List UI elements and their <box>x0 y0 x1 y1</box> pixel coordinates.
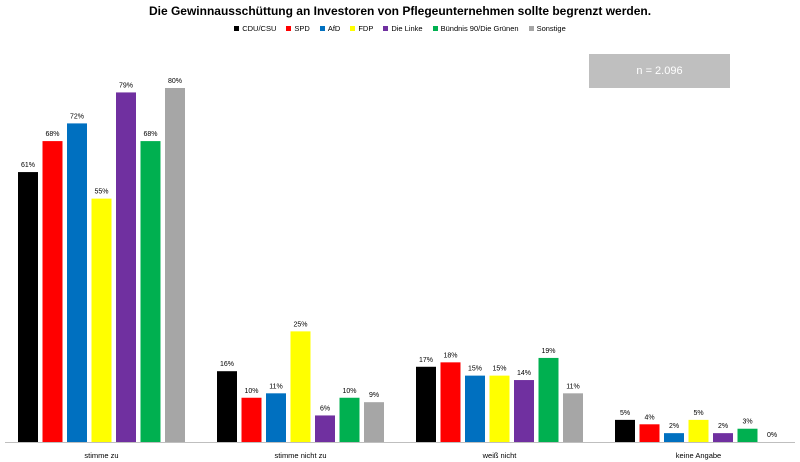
data-label: 80% <box>168 78 182 85</box>
data-label: 68% <box>45 131 59 138</box>
category-label: keine Angabe <box>676 451 721 460</box>
legend-swatch <box>319 26 325 31</box>
legend-item: CDU/CSU <box>234 24 276 33</box>
data-label: 4% <box>644 414 654 421</box>
bar <box>165 88 185 442</box>
bar <box>116 92 136 443</box>
legend-item: AfD <box>319 24 341 33</box>
legend: CDU/CSU SPD AfD FDP Die Linke Bündnis 90/Die … <box>0 24 800 33</box>
legend-swatch <box>383 26 389 31</box>
data-label: 61% <box>21 162 35 169</box>
bar <box>416 366 436 442</box>
data-label: 15% <box>492 366 506 373</box>
bar <box>538 357 559 442</box>
data-label: 14% <box>517 370 531 377</box>
bar <box>514 380 534 442</box>
chart-title: Die Gewinnausschüttung an Investoren von… <box>148 4 652 18</box>
data-label: 55% <box>94 189 108 196</box>
category-label: stimme zu <box>84 451 118 460</box>
bar <box>465 375 485 442</box>
data-label: 16% <box>220 361 234 368</box>
data-label: 18% <box>443 352 457 359</box>
data-label: 17% <box>419 357 433 364</box>
data-label: 19% <box>541 348 555 355</box>
bar <box>290 331 311 442</box>
category-label: stimme nicht zu <box>274 451 326 460</box>
legend-label: AfD <box>327 24 341 33</box>
bar <box>639 424 660 442</box>
data-label: 5% <box>620 410 630 417</box>
legend-item: SPD <box>286 24 310 33</box>
bar <box>489 375 510 442</box>
bar <box>713 433 733 442</box>
data-label: 11% <box>269 383 283 390</box>
legend-swatch <box>432 26 438 31</box>
legend-label: SPD <box>294 24 310 33</box>
data-label: 72% <box>70 113 84 120</box>
bar <box>315 415 335 442</box>
bar <box>67 123 87 443</box>
data-label: 11% <box>566 383 580 390</box>
bar <box>688 419 709 442</box>
bar <box>241 397 262 442</box>
data-label: 15% <box>468 366 482 373</box>
legend-label: CDU/CSU <box>242 24 277 33</box>
bar <box>664 433 684 442</box>
legend-item: Die Linke <box>383 24 423 33</box>
bar <box>440 362 461 442</box>
bar <box>563 393 583 442</box>
legend-item: Bündnis 90/Die Grünen <box>432 24 519 33</box>
bar <box>266 393 286 442</box>
legend-item: FDP <box>350 24 373 33</box>
bar <box>615 419 635 442</box>
legend-label: Die Linke <box>391 24 423 33</box>
data-label: 79% <box>119 82 133 89</box>
bar <box>217 371 237 442</box>
legend-swatch <box>350 26 356 31</box>
data-label: 25% <box>293 321 307 328</box>
legend-label: Bündnis 90/Die Grünen <box>440 24 519 33</box>
legend-swatch <box>286 26 292 31</box>
data-label: 10% <box>342 388 356 395</box>
data-label: 2% <box>718 423 728 430</box>
bar <box>18 172 38 442</box>
legend-label: Sonstige <box>536 24 566 33</box>
legend-label: FDP <box>358 24 374 33</box>
legend-swatch <box>528 26 534 31</box>
data-label: 10% <box>244 388 258 395</box>
data-label: 3% <box>742 419 752 426</box>
data-label: 2% <box>669 423 679 430</box>
data-label: 6% <box>320 405 330 412</box>
data-label: 9% <box>369 392 379 399</box>
bar <box>42 141 63 442</box>
bar <box>91 198 112 442</box>
sample-size-annotation: n = 2.096 <box>589 54 730 88</box>
bar <box>737 428 758 442</box>
category-label: weiß nicht <box>482 451 518 460</box>
legend-item: Sonstige <box>528 24 566 33</box>
legend-swatch <box>234 26 240 31</box>
bar <box>140 141 161 442</box>
data-label: 5% <box>693 410 703 417</box>
data-label: 68% <box>143 131 157 138</box>
bar <box>339 397 360 442</box>
bar <box>364 402 384 442</box>
data-label: 0% <box>767 432 777 439</box>
